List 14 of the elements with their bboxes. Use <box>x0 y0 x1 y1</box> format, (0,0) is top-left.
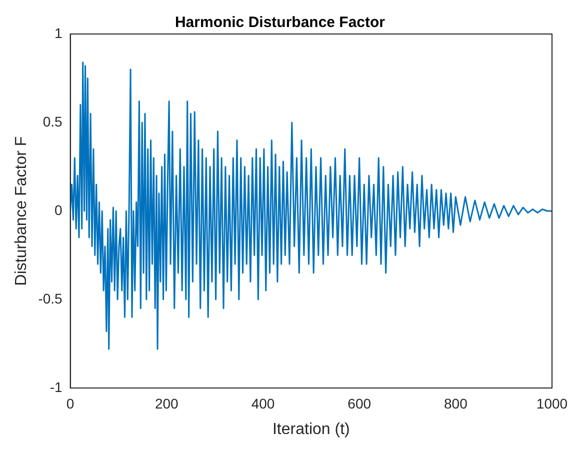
y-tick-label: -0.5 <box>38 290 63 306</box>
x-tick-label: 400 <box>251 395 275 412</box>
y-axis-title: Disturbance Factor F <box>13 136 30 286</box>
x-tick-label: 600 <box>348 395 372 412</box>
y-tick-label: 0.5 <box>42 113 63 130</box>
chart-title: Harmonic Disturbance Factor <box>174 14 386 32</box>
x-tick-label: 0 <box>66 395 74 412</box>
y-tick-label: -1 <box>50 378 63 395</box>
x-axis-title: Iteration (t) <box>272 420 350 438</box>
y-tick-label: 1 <box>54 24 63 41</box>
x-tick-label: 1000 <box>536 395 568 412</box>
y-tick-label: 0 <box>54 202 63 218</box>
x-tick-label: 200 <box>154 395 179 412</box>
x-tick-label: 800 <box>444 395 468 412</box>
